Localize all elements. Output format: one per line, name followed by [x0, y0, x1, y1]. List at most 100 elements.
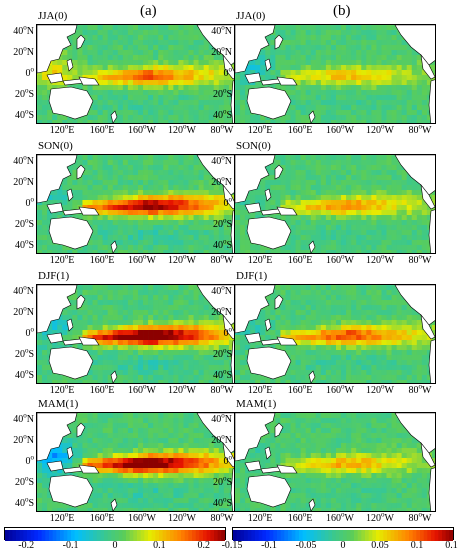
lat-tick-label: 40oS	[4, 110, 34, 121]
lon-tick-label: 120oW	[162, 513, 202, 524]
season-label: MAM(1)	[38, 398, 78, 410]
lat-tick-label: 20oN	[202, 435, 232, 446]
lon-tick-label: 80oW	[202, 513, 242, 524]
map-svg	[235, 25, 436, 124]
column-label-b: (b)	[333, 3, 351, 20]
season-label: DJF(1)	[38, 270, 69, 282]
colorbar-a	[4, 527, 226, 540]
lat-tick-label: 0o	[202, 328, 232, 339]
lat-tick-label: 20oS	[4, 477, 34, 488]
column-label-a: (a)	[140, 3, 157, 20]
lat-tick-label: 40oN	[4, 156, 34, 167]
lon-tick-label: 160oE	[280, 385, 320, 396]
lat-tick-label: 40oS	[202, 498, 232, 509]
lat-tick-label: 0o	[202, 68, 232, 79]
lat-tick-label: 20oN	[4, 435, 34, 446]
lon-tick-label: 80oW	[202, 385, 242, 396]
season-label: DJF(1)	[236, 270, 267, 282]
colorbar-tick-label: -0.1	[51, 540, 91, 551]
lat-tick-label: 40oS	[202, 370, 232, 381]
lat-tick-label: 40oN	[202, 156, 232, 167]
lon-tick-label: 120oE	[42, 125, 82, 136]
colorbar-tick-label: 0.05	[360, 540, 400, 551]
lat-tick-label: 20oS	[202, 349, 232, 360]
season-label: JJA(0)	[38, 10, 67, 22]
lon-tick-label: 160oW	[122, 125, 162, 136]
lon-tick-label: 120oW	[162, 255, 202, 266]
map-svg	[235, 413, 436, 512]
lon-tick-label: 80oW	[400, 385, 440, 396]
lon-tick-label: 160oW	[122, 385, 162, 396]
lon-tick-label: 80oW	[400, 125, 440, 136]
lon-tick-label: 160oW	[122, 513, 162, 524]
lon-tick-label: 120oW	[360, 255, 400, 266]
season-label: JJA(0)	[236, 10, 265, 22]
lon-tick-label: 160oE	[82, 513, 122, 524]
map-svg	[235, 285, 436, 384]
lon-tick-label: 80oW	[400, 513, 440, 524]
lat-tick-label: 40oS	[4, 240, 34, 251]
lat-tick-label: 40oS	[202, 240, 232, 251]
lon-tick-label: 120oE	[42, 255, 82, 266]
colorbar-tick-label: -0.05	[286, 540, 326, 551]
lat-tick-label: 0o	[202, 456, 232, 467]
lon-tick-label: 120oW	[162, 125, 202, 136]
colorbar-tick-label: 0	[95, 540, 135, 551]
lat-tick-label: 20oN	[4, 307, 34, 318]
colorbar-tick-label: 0.1	[397, 540, 437, 551]
season-label: SON(0)	[236, 140, 271, 152]
lat-tick-label: 20oN	[202, 177, 232, 188]
lat-tick-label: 20oS	[202, 219, 232, 230]
lon-tick-label: 120oW	[162, 385, 202, 396]
lat-tick-label: 40oS	[4, 498, 34, 509]
lat-tick-label: 40oS	[202, 110, 232, 121]
colorbar-tick-label: -0.1	[249, 540, 289, 551]
map-panel-b-1	[234, 154, 436, 254]
colorbar-tick-label: 0.1	[139, 540, 179, 551]
lat-tick-label: 0o	[202, 198, 232, 209]
map-panel-b-0	[234, 24, 436, 124]
season-label: MAM(1)	[236, 398, 276, 410]
lat-tick-label: 40oS	[4, 370, 34, 381]
lat-tick-label: 20oN	[202, 307, 232, 318]
map-panel-b-2	[234, 284, 436, 384]
lat-tick-label: 40oN	[202, 286, 232, 297]
lon-tick-label: 160oE	[82, 255, 122, 266]
lat-tick-label: 40oN	[4, 414, 34, 425]
colorbar-tick-label: 0.15	[434, 540, 458, 551]
lon-tick-label: 120oE	[42, 385, 82, 396]
lon-tick-label: 160oW	[320, 385, 360, 396]
lon-tick-label: 160oE	[82, 385, 122, 396]
lat-tick-label: 20oN	[4, 177, 34, 188]
lat-tick-label: 40oN	[202, 414, 232, 425]
lon-tick-label: 160oW	[320, 255, 360, 266]
lon-tick-label: 160oE	[82, 125, 122, 136]
lon-tick-label: 160oE	[280, 513, 320, 524]
lat-tick-label: 20oS	[4, 219, 34, 230]
lat-tick-label: 40oN	[202, 26, 232, 37]
lon-tick-label: 120oE	[240, 255, 280, 266]
lat-tick-label: 40oN	[4, 26, 34, 37]
colorbar-tick-label: 0	[323, 540, 363, 551]
lon-tick-label: 120oE	[42, 513, 82, 524]
lon-tick-label: 80oW	[400, 255, 440, 266]
lat-tick-label: 20oN	[4, 47, 34, 58]
lat-tick-label: 0o	[4, 68, 34, 79]
map-panel-b-3	[234, 412, 436, 512]
lon-tick-label: 160oW	[320, 513, 360, 524]
colorbar-tick-label: -0.15	[212, 540, 252, 551]
lon-tick-label: 160oW	[320, 125, 360, 136]
lon-tick-label: 120oE	[240, 385, 280, 396]
lon-tick-label: 160oE	[280, 125, 320, 136]
colorbar-tick-label: -0.2	[6, 540, 46, 551]
lon-tick-label: 80oW	[202, 125, 242, 136]
season-label: SON(0)	[38, 140, 73, 152]
lon-tick-label: 120oW	[360, 385, 400, 396]
lat-tick-label: 20oS	[4, 89, 34, 100]
lon-tick-label: 120oE	[240, 125, 280, 136]
lon-tick-label: 80oW	[202, 255, 242, 266]
lat-tick-label: 0o	[4, 328, 34, 339]
map-svg	[235, 155, 436, 254]
lat-tick-label: 0o	[4, 456, 34, 467]
lon-tick-label: 160oE	[280, 255, 320, 266]
